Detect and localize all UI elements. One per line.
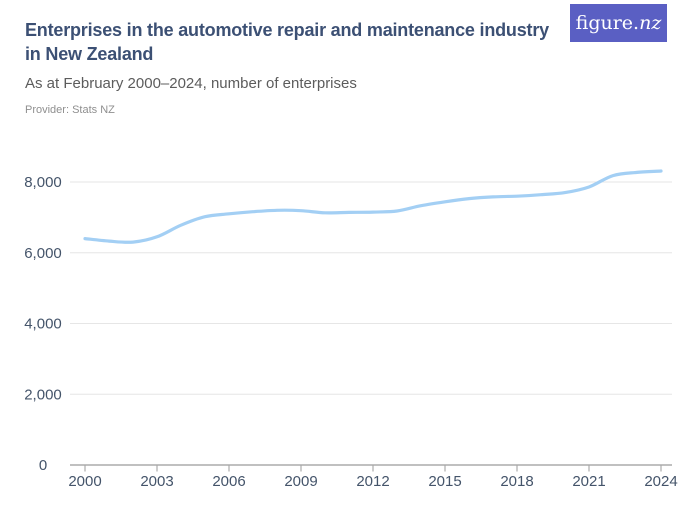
y-axis-tick-label: 4,000 bbox=[24, 316, 62, 333]
x-axis-tick-label: 2018 bbox=[500, 473, 533, 490]
y-axis-tick-label: 8,000 bbox=[24, 174, 62, 191]
logo-text-suffix: nz bbox=[639, 12, 662, 34]
chart-area: 0 2,000 4,000 6,000 8,000 2000 2003 2006 2009 201… bbox=[0, 140, 700, 525]
x-axis-tick-label: 2015 bbox=[428, 473, 461, 490]
data-line-enterprises bbox=[83, 169, 663, 244]
x-axis-tick-label: 2009 bbox=[284, 473, 317, 490]
x-axis-tick-label: 2012 bbox=[356, 473, 389, 490]
x-axis-tick-label: 2024 bbox=[644, 473, 677, 490]
x-axis-tick-label: 2003 bbox=[140, 473, 173, 490]
figure-nz-logo[interactable]: figure. nz bbox=[570, 4, 667, 42]
chart-subtitle: As at February 2000–2024, number of ente… bbox=[25, 75, 357, 92]
y-axis-tick-label: 2,000 bbox=[24, 386, 62, 403]
chart-title: Enterprises in the automotive repair and… bbox=[25, 20, 549, 64]
x-axis-tick-label: 2021 bbox=[572, 473, 605, 490]
line-chart: 0 2,000 4,000 6,000 8,000 2000 2003 2006 2009 201… bbox=[24, 169, 678, 490]
provider-credit: Provider: Stats NZ bbox=[25, 104, 115, 116]
x-axis-tick-label: 2006 bbox=[212, 473, 245, 490]
logo-text-prefix: figure. bbox=[575, 12, 640, 34]
y-axis-tick-label: 6,000 bbox=[24, 245, 62, 262]
y-axis-tick-label: 0 bbox=[39, 457, 47, 474]
x-axis-tick-label: 2000 bbox=[68, 473, 101, 490]
